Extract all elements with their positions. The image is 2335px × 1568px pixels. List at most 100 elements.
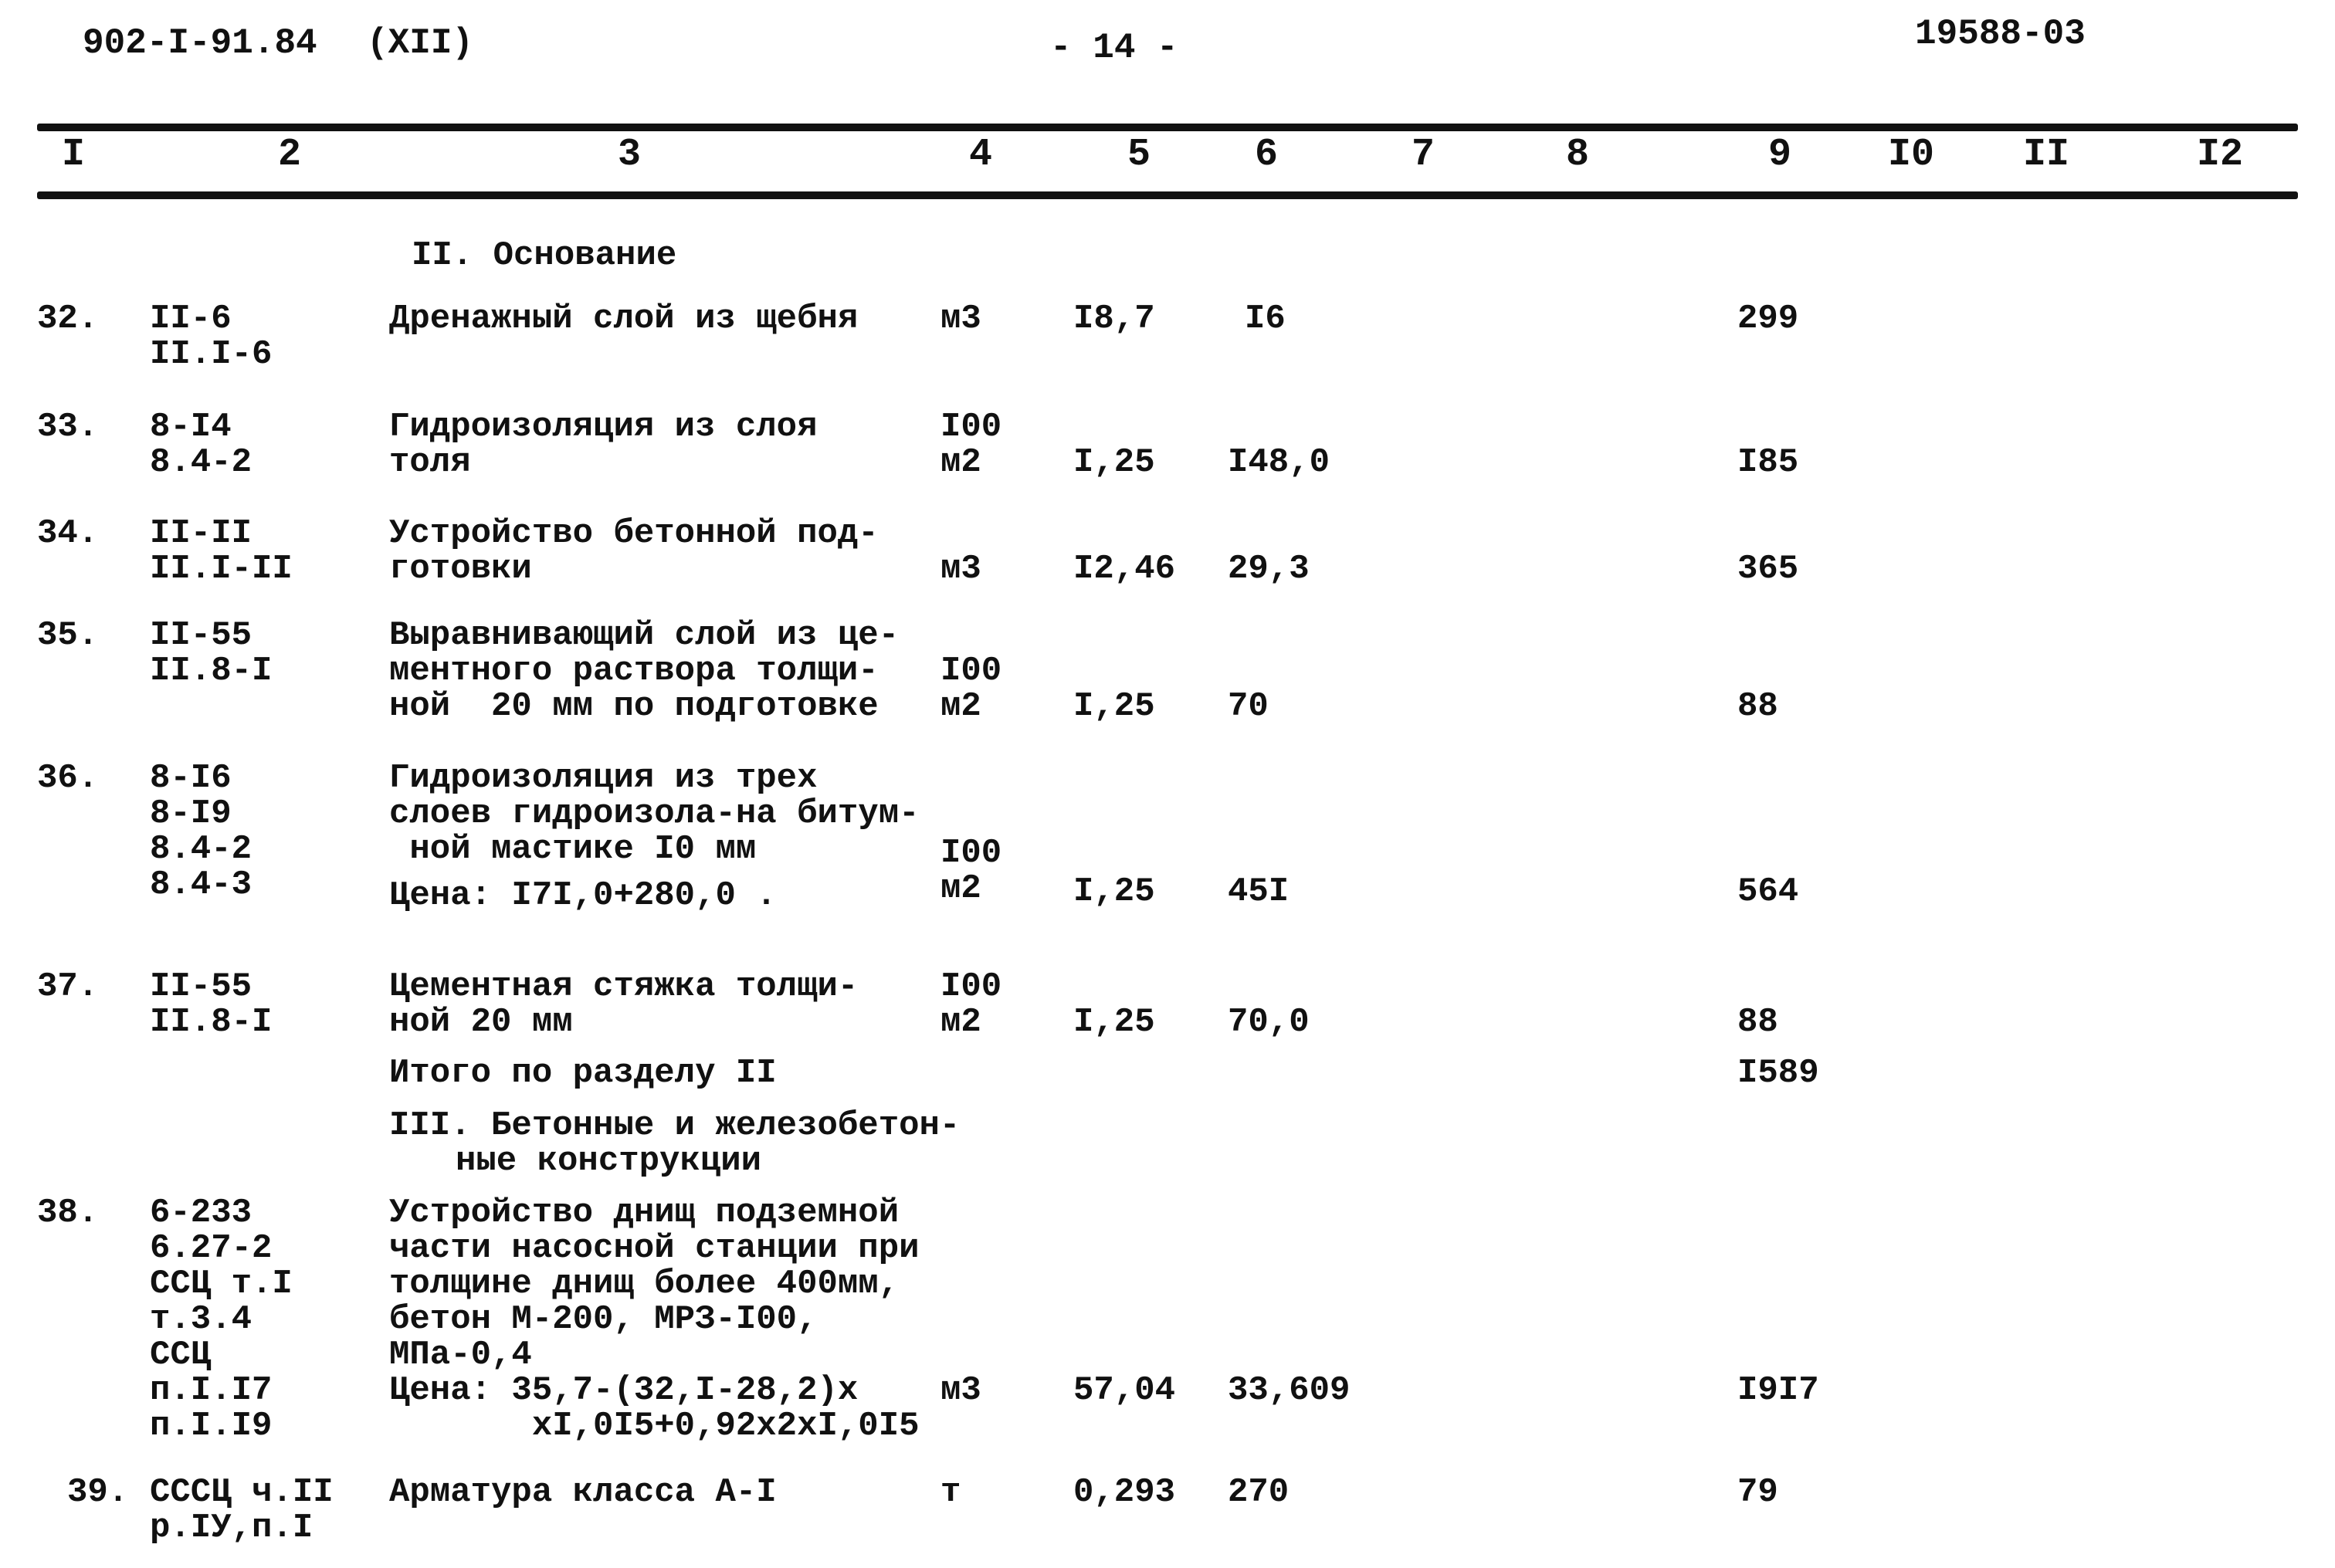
section-2-total-value: I589	[1737, 1054, 1819, 1092]
norm-code-line: II-6	[150, 300, 232, 338]
column-header-11: II	[2023, 133, 2070, 177]
unit: м3	[940, 1373, 981, 1408]
work-description: Цементная стяжка толщи-ной 20 мм	[389, 969, 858, 1040]
description-line: слоев гидроизола-на битум-	[389, 794, 920, 833]
row-number: 36.	[37, 759, 99, 798]
unit-line: м3	[940, 550, 981, 588]
unit-line: м2	[940, 443, 981, 482]
unit-line: I00	[940, 652, 1002, 690]
total-cost: 299	[1737, 300, 1799, 338]
section-3-title-cont: ные конструкции	[456, 1142, 762, 1180]
total-cost: 88	[1737, 687, 1778, 726]
unit-price: 29,3	[1228, 550, 1310, 588]
row-number: 32.	[37, 300, 99, 338]
total-cost: I85	[1737, 443, 1799, 482]
quantity: I,25	[1073, 687, 1155, 726]
unit-line: м2	[940, 869, 981, 908]
norm-code-line: II-55	[150, 967, 252, 1006]
work-description: Выравнивающий слой из це-ментного раство…	[389, 618, 899, 724]
column-header-1: I	[62, 133, 86, 177]
column-header-4: 4	[969, 133, 993, 177]
table-header-rule	[37, 191, 2298, 199]
description-line: Цементная стяжка толщи-	[389, 967, 859, 1006]
work-description: Гидроизоляция из трех слоев гидроизола-на…	[389, 760, 920, 913]
column-header-2: 2	[278, 133, 302, 177]
total-cost: 79	[1737, 1473, 1778, 1512]
norm-code-line: 6-233	[150, 1194, 252, 1232]
description-line: Арматура класса А-I	[389, 1473, 777, 1512]
description-line: Дренажный слой из щебня	[389, 300, 859, 338]
norm-code-line: II-II	[150, 514, 252, 553]
description-line: МПа-0,4	[389, 1336, 532, 1374]
norm-code-line: II.8-I	[150, 1003, 273, 1041]
description-line: Гидроизоляция из слоя	[389, 408, 818, 446]
norm-code: 6-233 6.27-2 ССЦ т.I т.3.4 ССЦ п.I.I7 п.I.I9	[150, 1195, 293, 1444]
unit-price: 70,0	[1228, 1003, 1310, 1041]
unit: I00 м2	[940, 835, 1001, 906]
norm-code-line: 8-I6	[150, 759, 232, 798]
norm-code-line: п.I.I9	[150, 1407, 273, 1445]
norm-code: II-6 II.I-6	[150, 301, 272, 372]
row-number: 35.	[37, 616, 99, 655]
norm-code-line: р.IУ,п.I	[150, 1509, 313, 1547]
norm-code-line: СССЦ ч.II	[150, 1473, 334, 1512]
norm-code-line: 8.4-3	[150, 865, 252, 904]
inventory-number: 19588-03	[1915, 14, 2086, 54]
norm-code-line: 8.4-2	[150, 830, 252, 869]
norm-code: СССЦ ч.II р.IУ,п.I	[150, 1475, 334, 1546]
unit: I00 м2	[940, 653, 1001, 724]
description-line: Выравнивающий слой из це-	[389, 616, 900, 655]
unit-price: I6	[1245, 300, 1286, 338]
total-cost: 564	[1737, 872, 1799, 912]
unit-line: I00	[940, 833, 1002, 872]
row-number: 34.	[37, 514, 99, 553]
row-number: 33.	[37, 408, 99, 446]
norm-code-line: 6.27-2	[150, 1229, 273, 1268]
work-description: Дренажный слой из щебня	[389, 301, 858, 337]
norm-code: 8-I4 8.4-2	[150, 409, 252, 480]
norm-code-line: II.I-II	[150, 550, 293, 588]
quantity: I,25	[1073, 443, 1155, 482]
unit: т	[940, 1475, 961, 1510]
unit-line: I00	[940, 967, 1002, 1006]
unit-line: м2	[940, 687, 981, 726]
unit-line: I00	[940, 408, 1002, 446]
quantity: I,25	[1073, 1003, 1155, 1041]
unit-price: 70	[1228, 687, 1269, 726]
unit-price: 33,609	[1228, 1371, 1351, 1410]
section-3-title: III. Бетонные и железобетон-	[389, 1106, 961, 1145]
total-cost: 88	[1737, 1003, 1778, 1041]
column-header-10: I0	[1888, 133, 1935, 177]
unit-price: 270	[1228, 1473, 1290, 1512]
norm-code-line: п.I.I7	[150, 1371, 273, 1410]
unit-price: I48,0	[1228, 443, 1330, 482]
unit: м3	[940, 301, 981, 337]
section-2-title: II. Основание	[412, 236, 677, 275]
description-line: готовки	[389, 550, 532, 588]
description-line: ной 20 мм	[389, 1003, 573, 1041]
norm-code: II-II II.I-II	[150, 516, 293, 587]
unit-price: 45I	[1228, 872, 1290, 912]
column-header-8: 8	[1566, 133, 1590, 177]
description-line: толщине днищ более 400мм,	[389, 1265, 900, 1303]
norm-code-line: ССЦ т.I	[150, 1265, 293, 1303]
norm-code-line: 8-I4	[150, 408, 232, 446]
work-description: Устройство бетонной под-готовки	[389, 516, 879, 587]
page-number: - 14 -	[1050, 28, 1178, 68]
unit: м3	[940, 551, 981, 587]
column-header-5: 5	[1127, 133, 1151, 177]
work-description: Устройство днищ подземной части насосной …	[389, 1195, 920, 1444]
section-2-total-label: Итого по разделу II	[389, 1054, 777, 1092]
norm-code-line: II-55	[150, 616, 252, 655]
norm-code-line: ССЦ	[150, 1336, 212, 1374]
norm-code: 8-I6 8-I9 8.4-2 8.4-3	[150, 760, 252, 903]
norm-code-line: II.8-I	[150, 652, 273, 690]
table-top-rule	[37, 124, 2298, 131]
description-line: Устройство днищ подземной	[389, 1194, 900, 1232]
unit-line: т	[940, 1473, 961, 1512]
row-number: 39.	[67, 1473, 129, 1512]
unit-line: м3	[940, 300, 981, 338]
quantity: 57,04	[1073, 1371, 1176, 1410]
work-description: Арматура класса А-I	[389, 1475, 777, 1510]
norm-code-line: 8.4-2	[150, 443, 252, 482]
